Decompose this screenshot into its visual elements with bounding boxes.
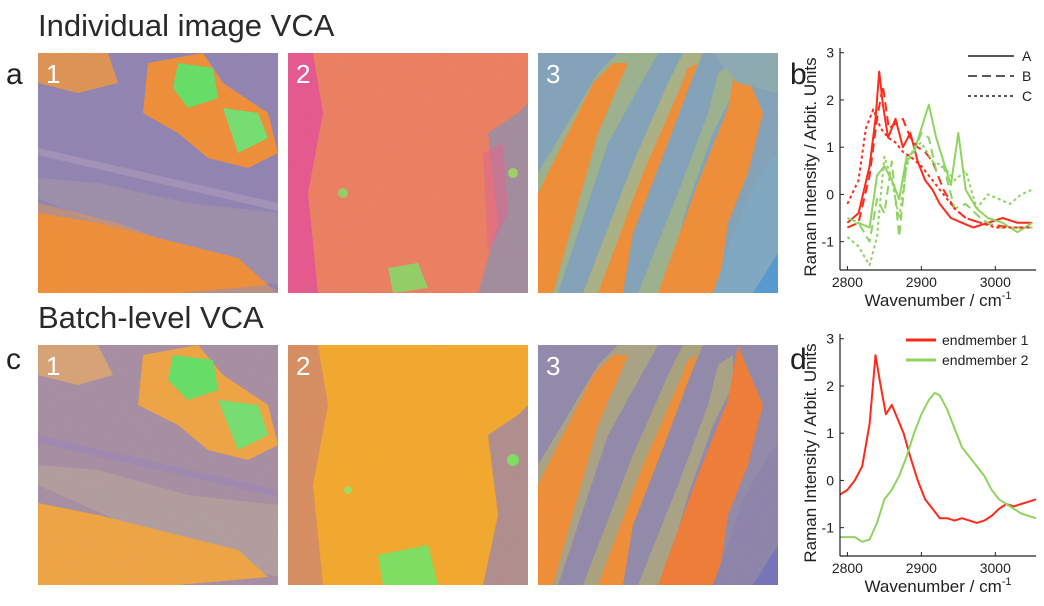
y-tick-label: 1 (826, 139, 834, 155)
series-line-1-0 (839, 354, 1037, 524)
series-line-0-0 (846, 70, 1033, 229)
y-tick-label: 0 (826, 472, 834, 488)
image-number-2: 2 (296, 59, 311, 89)
y-tick-label: 3 (826, 45, 834, 61)
legend-label-C: C (1022, 88, 1032, 104)
heading-individual-vca: Individual image VCA (38, 8, 335, 43)
x-tick-label: 2800 (832, 274, 863, 290)
image-c1: 1 (38, 345, 278, 585)
image-a3: 3 (538, 53, 778, 293)
y-tick-label: 0 (826, 186, 834, 202)
x-tick-label: 3000 (980, 274, 1011, 290)
legend-label-B: B (1022, 68, 1031, 84)
image-a1: 1 (38, 53, 278, 293)
image-c2: 2 (288, 345, 528, 585)
image-number-1: 1 (46, 351, 61, 381)
image-number-2: 2 (296, 351, 311, 381)
series-line-0-2 (847, 84, 1033, 229)
image-number-1: 1 (46, 59, 61, 89)
x-axis-label-superscript: -1 (1002, 576, 1012, 588)
y-tick-label: 1 (826, 425, 834, 441)
x-tick-label: 2800 (832, 560, 863, 576)
legend-label-A: A (1022, 48, 1032, 64)
image-a2: 2 (288, 53, 528, 293)
y-tick-label: -1 (822, 234, 835, 250)
chart-b: 3 2 1 0 -1 2800 2900 3000 Wavenumber / cm-1 Raman… (800, 40, 1044, 320)
panel-letter-d: d (790, 343, 807, 376)
panel-letter-c: c (6, 343, 21, 376)
image-number-3: 3 (546, 351, 561, 381)
legend-label-1: endmember 2 (942, 352, 1029, 368)
y-tick-label: 2 (826, 378, 834, 394)
series-line-0-3 (847, 132, 1033, 243)
series-line-0-1 (847, 103, 1033, 234)
y-tick-label: 3 (826, 331, 834, 347)
y-tick-label: -1 (822, 520, 835, 536)
series-line-0-4 (846, 108, 1033, 229)
image-c3: 3 (538, 345, 778, 585)
x-tick-label: 2900 (906, 274, 937, 290)
heading-batch-vca: Batch-level VCA (38, 300, 264, 335)
series-line-1-1 (840, 392, 1037, 543)
panel-letter-b: b (790, 58, 807, 91)
chart-d: 3 2 1 0 -1 2800 2900 3000 Wavenumber / cm-1 Raman… (800, 326, 1044, 606)
image-number-3: 3 (546, 59, 561, 89)
x-axis-label-superscript: -1 (1002, 290, 1012, 302)
y-axis-label: Raman Intensity / Arbit. Units (801, 343, 820, 562)
x-axis-label: Wavenumber / cm-1 (864, 290, 1011, 310)
x-tick-label: 2900 (906, 560, 937, 576)
x-tick-label: 3000 (980, 560, 1011, 576)
y-axis-label: Raman Intensity / Arbit. Units (801, 57, 820, 276)
y-tick-label: 2 (826, 92, 834, 108)
x-axis-label: Wavenumber / cm-1 (864, 576, 1011, 596)
panel-letter-a: a (6, 58, 23, 91)
legend-label-0: endmember 1 (942, 332, 1029, 348)
series-line-0-5 (846, 141, 1033, 267)
